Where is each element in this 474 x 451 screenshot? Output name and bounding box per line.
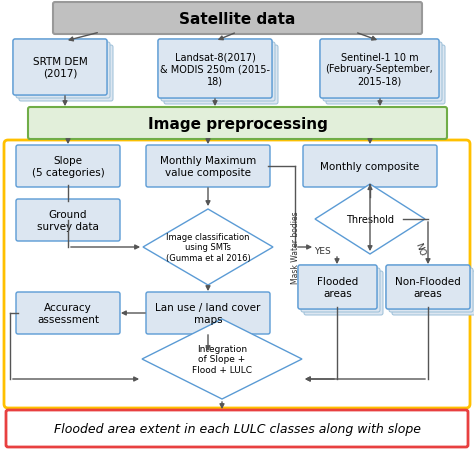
FancyBboxPatch shape <box>16 199 120 241</box>
Text: Integration
of Slope +
Flood + LULC: Integration of Slope + Flood + LULC <box>192 344 252 374</box>
FancyBboxPatch shape <box>298 265 377 309</box>
Text: Monthly composite: Monthly composite <box>320 161 419 172</box>
FancyBboxPatch shape <box>386 265 470 309</box>
FancyBboxPatch shape <box>326 46 445 105</box>
Polygon shape <box>142 319 302 399</box>
FancyBboxPatch shape <box>146 146 270 188</box>
Text: Non-Flooded
areas: Non-Flooded areas <box>395 276 461 298</box>
Text: Flooded
areas: Flooded areas <box>317 276 358 298</box>
Text: Slope
(5 categories): Slope (5 categories) <box>32 156 104 177</box>
Text: Accuracy
assessment: Accuracy assessment <box>37 303 99 324</box>
FancyBboxPatch shape <box>16 146 120 188</box>
Text: Image classification
using SMTs
(Gumma et al 2016): Image classification using SMTs (Gumma e… <box>165 233 250 262</box>
Text: Flooded area extent in each LULC classes along with slope: Flooded area extent in each LULC classes… <box>54 422 420 435</box>
FancyBboxPatch shape <box>13 40 107 96</box>
FancyBboxPatch shape <box>320 40 439 99</box>
Text: Mask Water bodies: Mask Water bodies <box>292 211 301 284</box>
FancyBboxPatch shape <box>28 108 447 140</box>
FancyBboxPatch shape <box>146 292 270 334</box>
Polygon shape <box>315 184 425 254</box>
FancyBboxPatch shape <box>389 268 473 312</box>
FancyBboxPatch shape <box>301 268 380 312</box>
FancyBboxPatch shape <box>53 3 422 35</box>
Text: Landsat-8(2017)
& MODIS 250m (2015-
18): Landsat-8(2017) & MODIS 250m (2015- 18) <box>160 53 270 86</box>
FancyBboxPatch shape <box>164 46 278 105</box>
FancyBboxPatch shape <box>304 272 383 315</box>
FancyBboxPatch shape <box>13 40 107 96</box>
Text: Ground
survey data: Ground survey data <box>37 210 99 231</box>
Polygon shape <box>143 210 273 285</box>
Text: Image preprocessing: Image preprocessing <box>147 116 328 131</box>
Text: NO: NO <box>413 241 427 258</box>
FancyBboxPatch shape <box>16 292 120 334</box>
FancyBboxPatch shape <box>19 46 113 102</box>
FancyBboxPatch shape <box>158 40 272 99</box>
Text: Satellite data: Satellite data <box>179 11 296 27</box>
Text: Monthly Maximum
value composite: Monthly Maximum value composite <box>160 156 256 177</box>
FancyBboxPatch shape <box>320 40 439 99</box>
FancyBboxPatch shape <box>323 43 442 102</box>
FancyBboxPatch shape <box>161 43 275 102</box>
Text: YES: YES <box>314 247 330 256</box>
FancyBboxPatch shape <box>392 272 474 315</box>
Text: SRTM DEM
(2017): SRTM DEM (2017) <box>33 57 87 78</box>
Text: Sentinel-1 10 m
(February-September,
2015-18): Sentinel-1 10 m (February-September, 201… <box>326 53 433 86</box>
FancyBboxPatch shape <box>386 265 470 309</box>
FancyBboxPatch shape <box>16 43 110 99</box>
Text: Lan use / land cover
maps: Lan use / land cover maps <box>155 303 261 324</box>
FancyBboxPatch shape <box>298 265 377 309</box>
Text: Threshold: Threshold <box>346 215 394 225</box>
FancyBboxPatch shape <box>158 40 272 99</box>
FancyBboxPatch shape <box>303 146 437 188</box>
FancyBboxPatch shape <box>6 410 468 447</box>
